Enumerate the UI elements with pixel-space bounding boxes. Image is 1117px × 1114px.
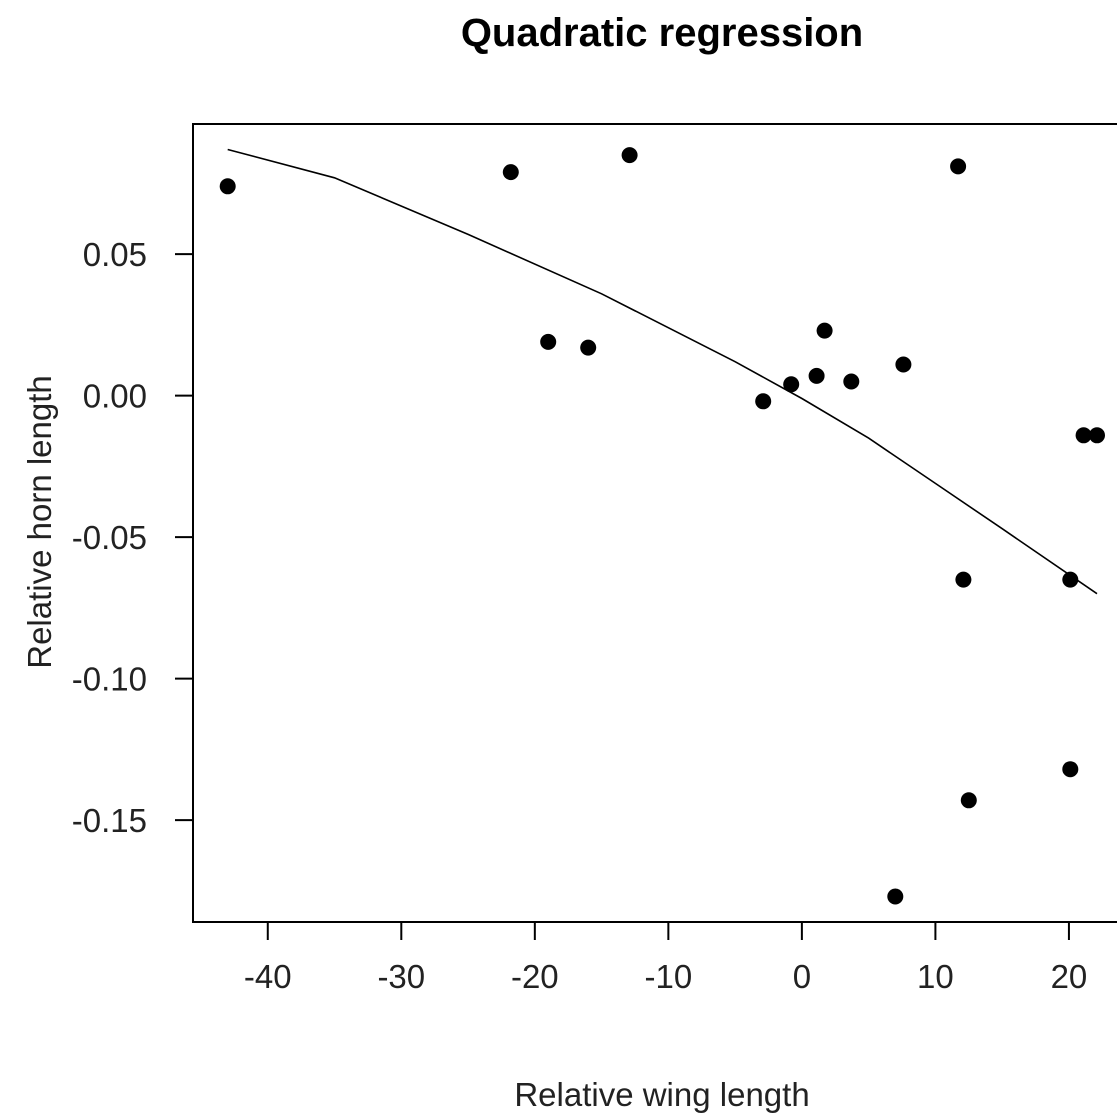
y-axis-label: Relative horn length [21,375,58,669]
data-point [580,339,597,356]
data-point [1089,427,1105,444]
data-point [783,376,800,393]
data-point [621,147,638,164]
y-tick-label: 0.00 [83,378,147,415]
x-tick-label: 20 [1051,958,1088,995]
data-point [955,571,972,588]
data-point [1062,761,1079,778]
y-tick-label: -0.10 [72,661,147,698]
x-tick-label: -30 [377,958,425,995]
data-point [219,178,236,195]
chart-title: Quadratic regression [461,11,863,55]
data-point [502,164,519,181]
y-tick-label: -0.05 [72,519,147,556]
data-point [887,888,904,905]
y-axis: -0.15 -0.10 -0.05 0.00 0.05 [72,236,193,839]
data-point [843,373,860,390]
y-tick-label: 0.05 [83,236,147,273]
data-point [950,158,967,175]
data-point [1075,427,1092,444]
x-tick-label: 0 [793,958,811,995]
y-tick-label: -0.15 [72,802,147,839]
x-tick-label: -10 [645,958,693,995]
data-point [808,367,825,384]
data-points [219,147,1105,905]
x-tick-label: 10 [917,958,954,995]
x-axis-label: Relative wing length [514,1076,809,1113]
data-point [540,333,557,350]
x-axis: -40 -30 -20 -10 0 10 20 [244,922,1087,995]
data-point [816,322,833,339]
regression-curve [227,148,1098,595]
data-point [1062,571,1079,588]
x-tick-label: -40 [244,958,292,995]
data-point [960,792,977,809]
x-tick-label: -20 [511,958,559,995]
data-point [895,356,912,373]
data-point [755,393,772,410]
plot-area-frame [192,123,1117,923]
